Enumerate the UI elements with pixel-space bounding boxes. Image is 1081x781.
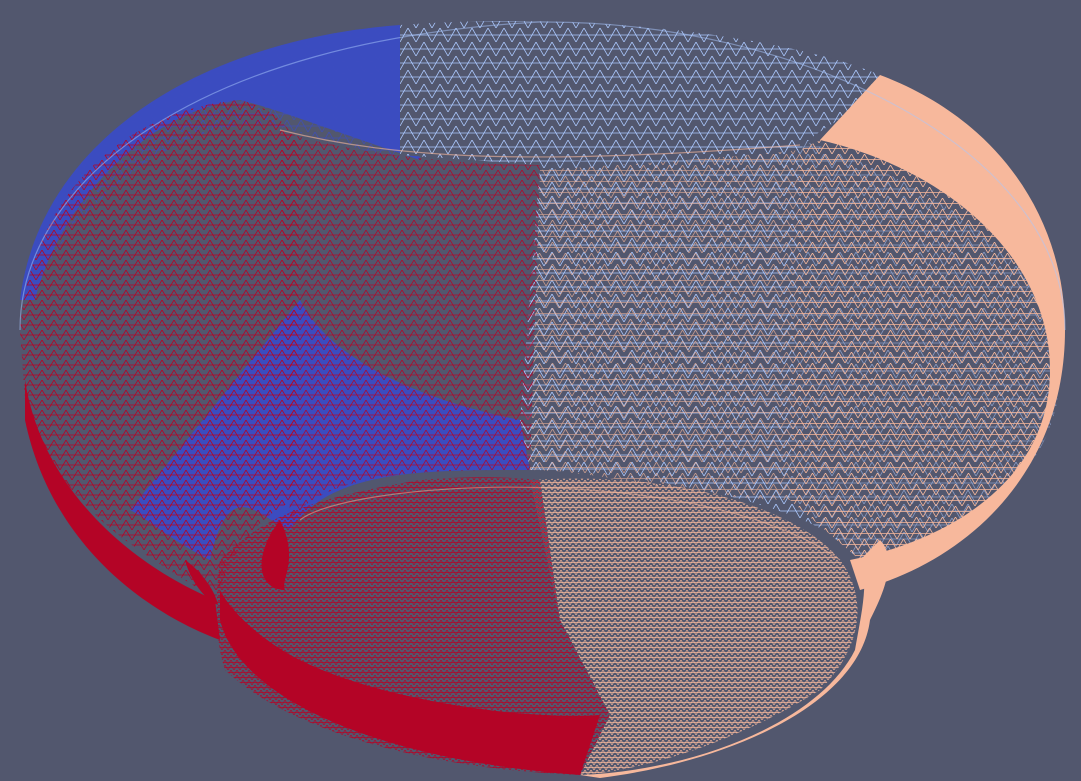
partition-dark-red [20, 100, 610, 775]
partition-light-orange [530, 75, 1065, 778]
mesh-rim-outlines [19, 21, 1066, 561]
